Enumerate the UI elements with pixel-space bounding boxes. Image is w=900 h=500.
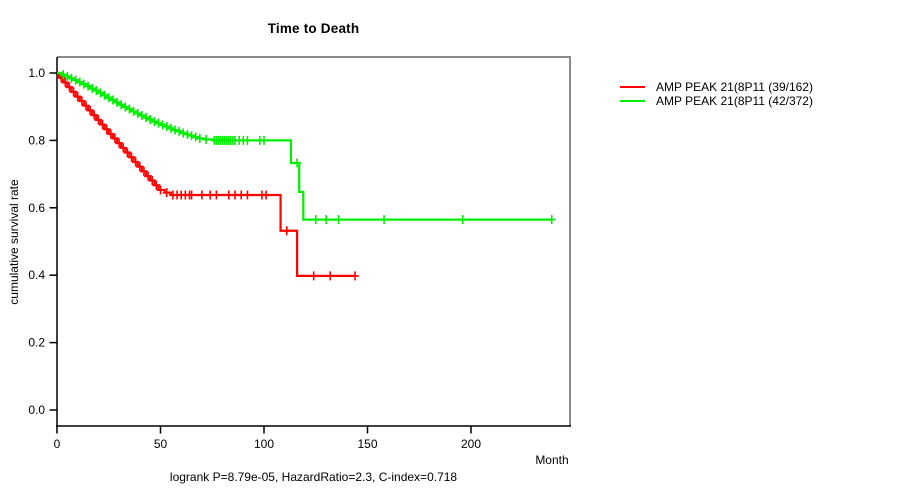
chart-title: Time to Death (267, 21, 360, 36)
x-axis-label: Month (535, 453, 569, 467)
y-axis-ticks: 0.0 0.2 0.4 0.6 0.8 1.0 (28, 66, 57, 417)
legend: AMP PEAK 21(8P11 (39/162) AMP PEAK 21(8P… (620, 79, 813, 108)
legend-label: AMP PEAK 21(8P11 (42/372) (656, 93, 813, 108)
y-tick-label: 1.0 (28, 66, 45, 80)
x-tick-label: 100 (254, 437, 274, 451)
y-tick-label: 0.8 (28, 133, 45, 147)
y-tick-label: 0.6 (28, 201, 45, 215)
survival-curves (57, 70, 556, 281)
x-tick-label: 0 (54, 437, 61, 451)
x-tick-label: 50 (154, 437, 168, 451)
x-tick-label: 200 (461, 437, 481, 451)
y-tick-label: 0.0 (28, 403, 45, 417)
statistics-caption: logrank P=8.79e-05, HazardRatio=2.3, C-i… (169, 470, 458, 484)
legend-item-green: AMP PEAK 21(8P11 (42/372) (620, 93, 813, 108)
survival-step-curve (57, 71, 552, 221)
x-tick-label: 150 (357, 437, 377, 451)
y-tick-label: 0.4 (28, 268, 45, 282)
series-red (57, 71, 360, 281)
y-axis-label: cumulative survival rate (7, 179, 21, 305)
legend-item-red: AMP PEAK 21(8P11 (39/162) (620, 79, 813, 94)
legend-label: AMP PEAK 21(8P11 (39/162) (656, 79, 813, 94)
survival-step-curve (57, 71, 356, 277)
green-line-swatch-icon (620, 99, 645, 102)
y-tick-label: 0.2 (28, 336, 45, 350)
red-line-swatch-icon (620, 85, 645, 88)
x-axis-ticks: 0 50 100 150 200 (54, 426, 481, 451)
series-green (57, 70, 556, 225)
